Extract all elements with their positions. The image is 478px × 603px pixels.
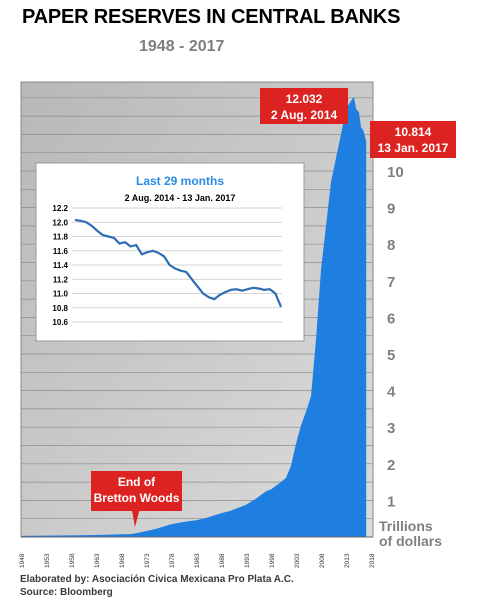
y-tick-label: 5 <box>387 347 395 364</box>
callout-3: End of Bretton Woods <box>91 471 182 527</box>
inset-y-tick-label: 11.0 <box>53 290 69 299</box>
callout-box <box>370 121 456 158</box>
callout-text: Bretton Woods <box>94 491 180 505</box>
inset-series-line <box>74 218 283 308</box>
inset-title: Last 29 months <box>136 174 224 188</box>
inset-background <box>35 162 305 342</box>
y-tick-label: 1 <box>387 493 395 510</box>
x-tick-label: 1963 <box>94 553 101 568</box>
ylabel-line2: of dollars <box>379 533 442 549</box>
x-tick-label: 1998 <box>269 553 276 568</box>
y-tick-label: 4 <box>387 384 396 401</box>
chart-subtitle: 1948 - 2017 <box>139 38 225 55</box>
x-tick-label: 1953 <box>44 553 51 568</box>
callout-text: 2 Aug. 2014 <box>271 108 338 122</box>
x-tick-label: 2018 <box>369 553 376 568</box>
area-layer <box>21 96 373 538</box>
x-tick-label: 1958 <box>69 553 76 568</box>
y-tick-label: 3 <box>387 420 395 437</box>
footer-source: Source: Bloomberg <box>20 587 113 598</box>
callout-box <box>91 471 182 511</box>
y-tick-label: 8 <box>387 237 395 254</box>
inset-line-layer <box>74 218 283 308</box>
tick-layer: 1 2 3 4 5 6 7 8 9 10 1948 1953 1958 1963 1968 1973 1978 1… <box>19 164 404 568</box>
x-tick-label: 2008 <box>319 553 326 568</box>
ylabel-line1: Trillions <box>379 518 433 534</box>
x-tick-label: 2003 <box>294 553 301 568</box>
inset-y-tick-label: 10.6 <box>52 318 68 327</box>
y-tick-label: 9 <box>387 201 395 218</box>
x-tick-label: 1993 <box>244 553 251 568</box>
inset-chart: Last 29 months 2 Aug. 2014 - 13 Jan. 201… <box>35 162 305 342</box>
y-tick-label: 7 <box>387 274 395 291</box>
inset-y-tick-label: 10.8 <box>52 304 68 313</box>
x-tick-label: 1968 <box>119 553 126 568</box>
y-tick-label: 10 <box>387 164 404 181</box>
inset-subtitle: 2 Aug. 2014 - 13 Jan. 2017 <box>125 193 236 203</box>
x-tick-label: 1983 <box>194 553 201 568</box>
y-tick-label: 2 <box>387 457 395 474</box>
callout-2: 10.814 13 Jan. 2017 <box>368 121 456 158</box>
inset-y-tick-label: 11.2 <box>53 275 69 284</box>
callout-1: 12.032 2 Aug. 2014 <box>260 88 348 124</box>
inset-y-tick-label: 11.4 <box>53 261 69 270</box>
x-tick-label: 1973 <box>144 553 151 568</box>
footer: Elaborated by: Asociación Civica Mexican… <box>20 573 294 599</box>
callout-text: 12.032 <box>286 92 323 106</box>
inset-y-tick-label: 11.8 <box>53 233 69 242</box>
chart-title: PAPER RESERVES IN CENTRAL BANKS <box>22 6 401 28</box>
inset-y-tick-label: 12.0 <box>52 218 68 227</box>
callout-layer: 12.032 2 Aug. 2014 10.814 13 Jan. 2017 End o… <box>91 88 456 527</box>
area-series <box>21 96 367 537</box>
callout-text: 10.814 <box>395 125 432 139</box>
callout-text: End of <box>118 475 156 489</box>
inset-grid: 10.6 10.8 11.0 11.2 11.4 11.6 11.8 12.0 12.2 <box>52 204 282 327</box>
x-tick-label: 1988 <box>219 553 226 568</box>
footer-elaborated: Elaborated by: Asociación Civica Mexican… <box>20 574 294 585</box>
callout-box <box>260 88 348 124</box>
y-tick-label: 6 <box>387 310 395 327</box>
x-tick-label: 2013 <box>344 553 351 568</box>
inset-y-tick-label: 12.2 <box>52 204 68 213</box>
callout-text: 13 Jan. 2017 <box>378 141 449 155</box>
x-tick-label: 1948 <box>19 553 26 568</box>
inset-y-tick-label: 11.6 <box>53 247 69 256</box>
x-tick-label: 1978 <box>169 553 176 568</box>
